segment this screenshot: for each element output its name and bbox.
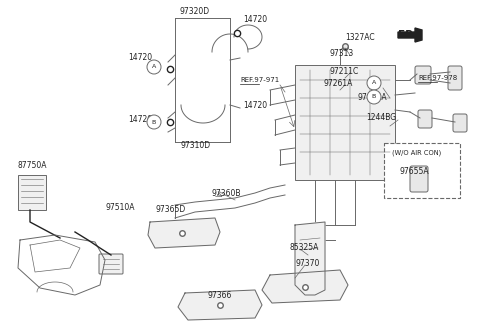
Text: 97211C: 97211C: [330, 68, 359, 77]
Text: 14720: 14720: [243, 16, 267, 24]
Text: REF.97-971: REF.97-971: [240, 77, 279, 83]
FancyBboxPatch shape: [410, 166, 428, 192]
Text: 97320D: 97320D: [180, 8, 210, 16]
Bar: [18, 175, 46, 210]
FancyBboxPatch shape: [453, 114, 467, 132]
FancyBboxPatch shape: [99, 254, 123, 274]
Text: 97310D: 97310D: [181, 141, 211, 149]
Text: 97261A: 97261A: [324, 80, 353, 88]
FancyBboxPatch shape: [418, 110, 432, 128]
Text: 97313: 97313: [330, 49, 354, 57]
Text: 85325A: 85325A: [290, 243, 319, 251]
Text: 1244BG: 1244BG: [366, 114, 396, 122]
Text: A: A: [372, 81, 376, 85]
Polygon shape: [148, 218, 220, 248]
Bar: [384, 143, 460, 198]
Text: B: B: [152, 119, 156, 124]
Polygon shape: [398, 28, 422, 42]
Text: 97360B: 97360B: [211, 188, 240, 197]
Text: 97510A: 97510A: [105, 204, 134, 213]
Text: FR.: FR.: [398, 30, 418, 40]
Text: 97655A: 97655A: [358, 92, 388, 102]
Polygon shape: [178, 290, 262, 320]
FancyBboxPatch shape: [415, 66, 431, 84]
Circle shape: [147, 60, 161, 74]
Text: 14720: 14720: [128, 115, 152, 123]
Circle shape: [367, 90, 381, 104]
Text: B: B: [372, 94, 376, 100]
Text: 97366: 97366: [208, 291, 232, 301]
Bar: [295, 65, 395, 180]
Circle shape: [367, 76, 381, 90]
Circle shape: [147, 115, 161, 129]
Text: 97655A: 97655A: [400, 168, 430, 177]
Text: 14720: 14720: [128, 53, 152, 62]
Text: REF.97-978: REF.97-978: [418, 75, 457, 81]
FancyBboxPatch shape: [448, 66, 462, 90]
Text: 1327AC: 1327AC: [345, 32, 374, 42]
Text: 97365D: 97365D: [155, 206, 185, 214]
Polygon shape: [295, 222, 325, 295]
Text: 14720: 14720: [243, 101, 267, 110]
Text: A: A: [152, 64, 156, 70]
Polygon shape: [262, 270, 348, 303]
Text: 87750A: 87750A: [18, 160, 48, 170]
Text: (W/O AIR CON): (W/O AIR CON): [392, 150, 441, 156]
Text: 97370: 97370: [295, 259, 319, 269]
